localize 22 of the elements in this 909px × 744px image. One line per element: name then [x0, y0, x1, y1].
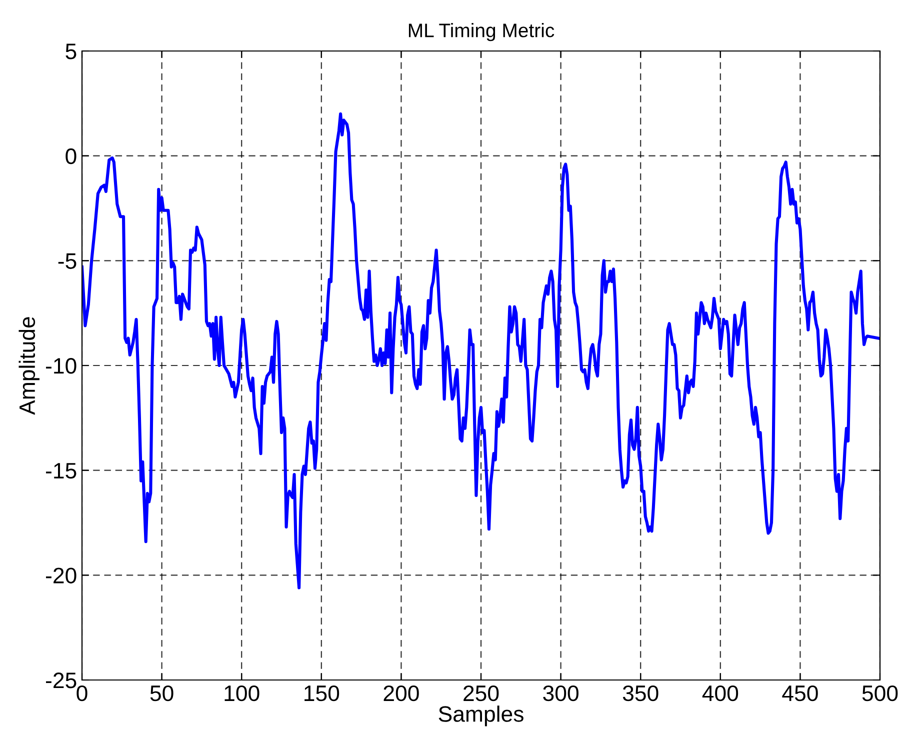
y-tick-label: -5 — [58, 253, 76, 269]
chart-title: ML Timing Metric — [408, 23, 554, 42]
x-tick-label: 300 — [543, 685, 578, 702]
x-tick-label: 100 — [224, 685, 260, 702]
x-tick-label: 50 — [150, 685, 174, 702]
x-tick-label: 450 — [782, 685, 818, 702]
x-tick-label: 350 — [622, 685, 658, 702]
x-tick-label: 500 — [862, 685, 898, 702]
y-tick-label: 5 — [66, 44, 76, 60]
x-tick-label: 0 — [76, 685, 88, 702]
y-axis-title: Amplitude — [18, 317, 40, 415]
x-axis-title: Samples — [438, 706, 524, 726]
line-series — [82, 112, 880, 590]
y-tick-label: -10 — [46, 358, 76, 374]
x-tick-label: 150 — [304, 685, 340, 702]
y-tick-label: -20 — [46, 568, 76, 584]
y-tick-label: 0 — [66, 148, 76, 164]
x-tick-label: 400 — [702, 685, 738, 702]
x-tick-label: 250 — [464, 685, 499, 702]
x-tick-label: 200 — [384, 685, 419, 702]
y-tick-label: -25 — [46, 672, 76, 688]
y-tick-label: -15 — [46, 463, 76, 479]
